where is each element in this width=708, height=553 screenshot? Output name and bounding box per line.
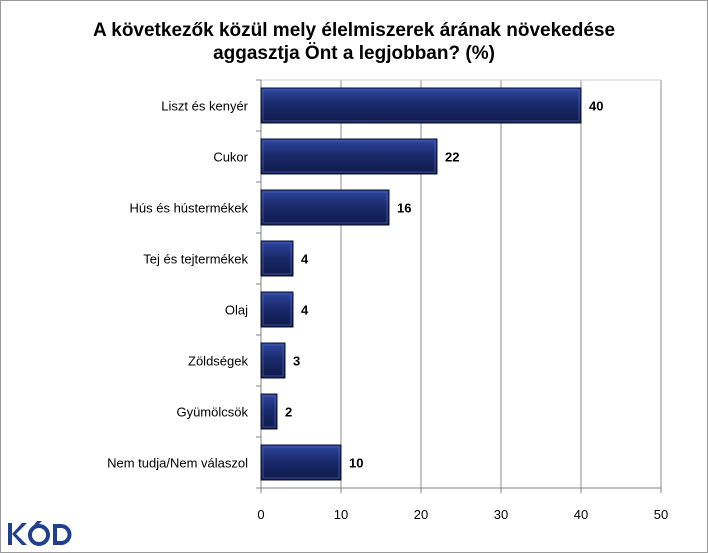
logo-k-arms [12, 523, 27, 545]
data-label: 4 [301, 303, 309, 318]
logo-accent [34, 521, 42, 525]
x-tick-label: 50 [654, 507, 668, 522]
x-tick-label: 40 [574, 507, 588, 522]
logo-k-stem [8, 523, 12, 545]
data-label: 3 [293, 354, 300, 369]
bar [260, 444, 342, 481]
bar [260, 240, 294, 277]
bar [260, 138, 438, 175]
bar-bevel [262, 191, 388, 224]
chart-title-line-2: aggasztja Önt a legjobban? (%) [213, 43, 495, 64]
x-tick-label: 0 [257, 507, 264, 522]
logo-o [28, 524, 50, 546]
category-label: Tej és tejtermékek [143, 252, 248, 267]
bar-bevel [262, 395, 276, 428]
category-label: Liszt és kenyér [161, 99, 248, 114]
bar [260, 291, 294, 328]
chart-title-line-1: A következők közül mely élelmiszerek árá… [92, 20, 616, 41]
category-label: Cukor [213, 150, 248, 165]
data-label: 40 [589, 99, 603, 114]
bar-bevel [262, 242, 292, 275]
bar [260, 189, 390, 226]
bar-bevel [262, 344, 284, 377]
data-label: 4 [301, 252, 309, 267]
category-label: Hús és hústermékek [130, 201, 249, 216]
x-tick-label: 10 [334, 507, 348, 522]
data-label: 2 [285, 405, 292, 420]
bar [260, 87, 582, 124]
x-tick-label: 30 [494, 507, 508, 522]
x-tick-label: 20 [414, 507, 428, 522]
data-label: 16 [397, 201, 411, 216]
category-label: Olaj [225, 303, 248, 318]
bar-bevel [262, 446, 340, 479]
bar [260, 393, 278, 430]
logo-d [53, 524, 72, 545]
category-label: Nem tudja/Nem válaszol [107, 456, 248, 471]
data-label: 10 [349, 456, 363, 471]
kod-logo [8, 521, 72, 546]
bar-bevel [262, 293, 292, 326]
bar [260, 342, 286, 379]
category-label: Gyümölcsök [176, 405, 248, 420]
bar-bevel [262, 89, 580, 122]
bar-bevel [262, 140, 436, 173]
data-label: 22 [445, 150, 459, 165]
category-label: Zöldségek [188, 354, 248, 369]
